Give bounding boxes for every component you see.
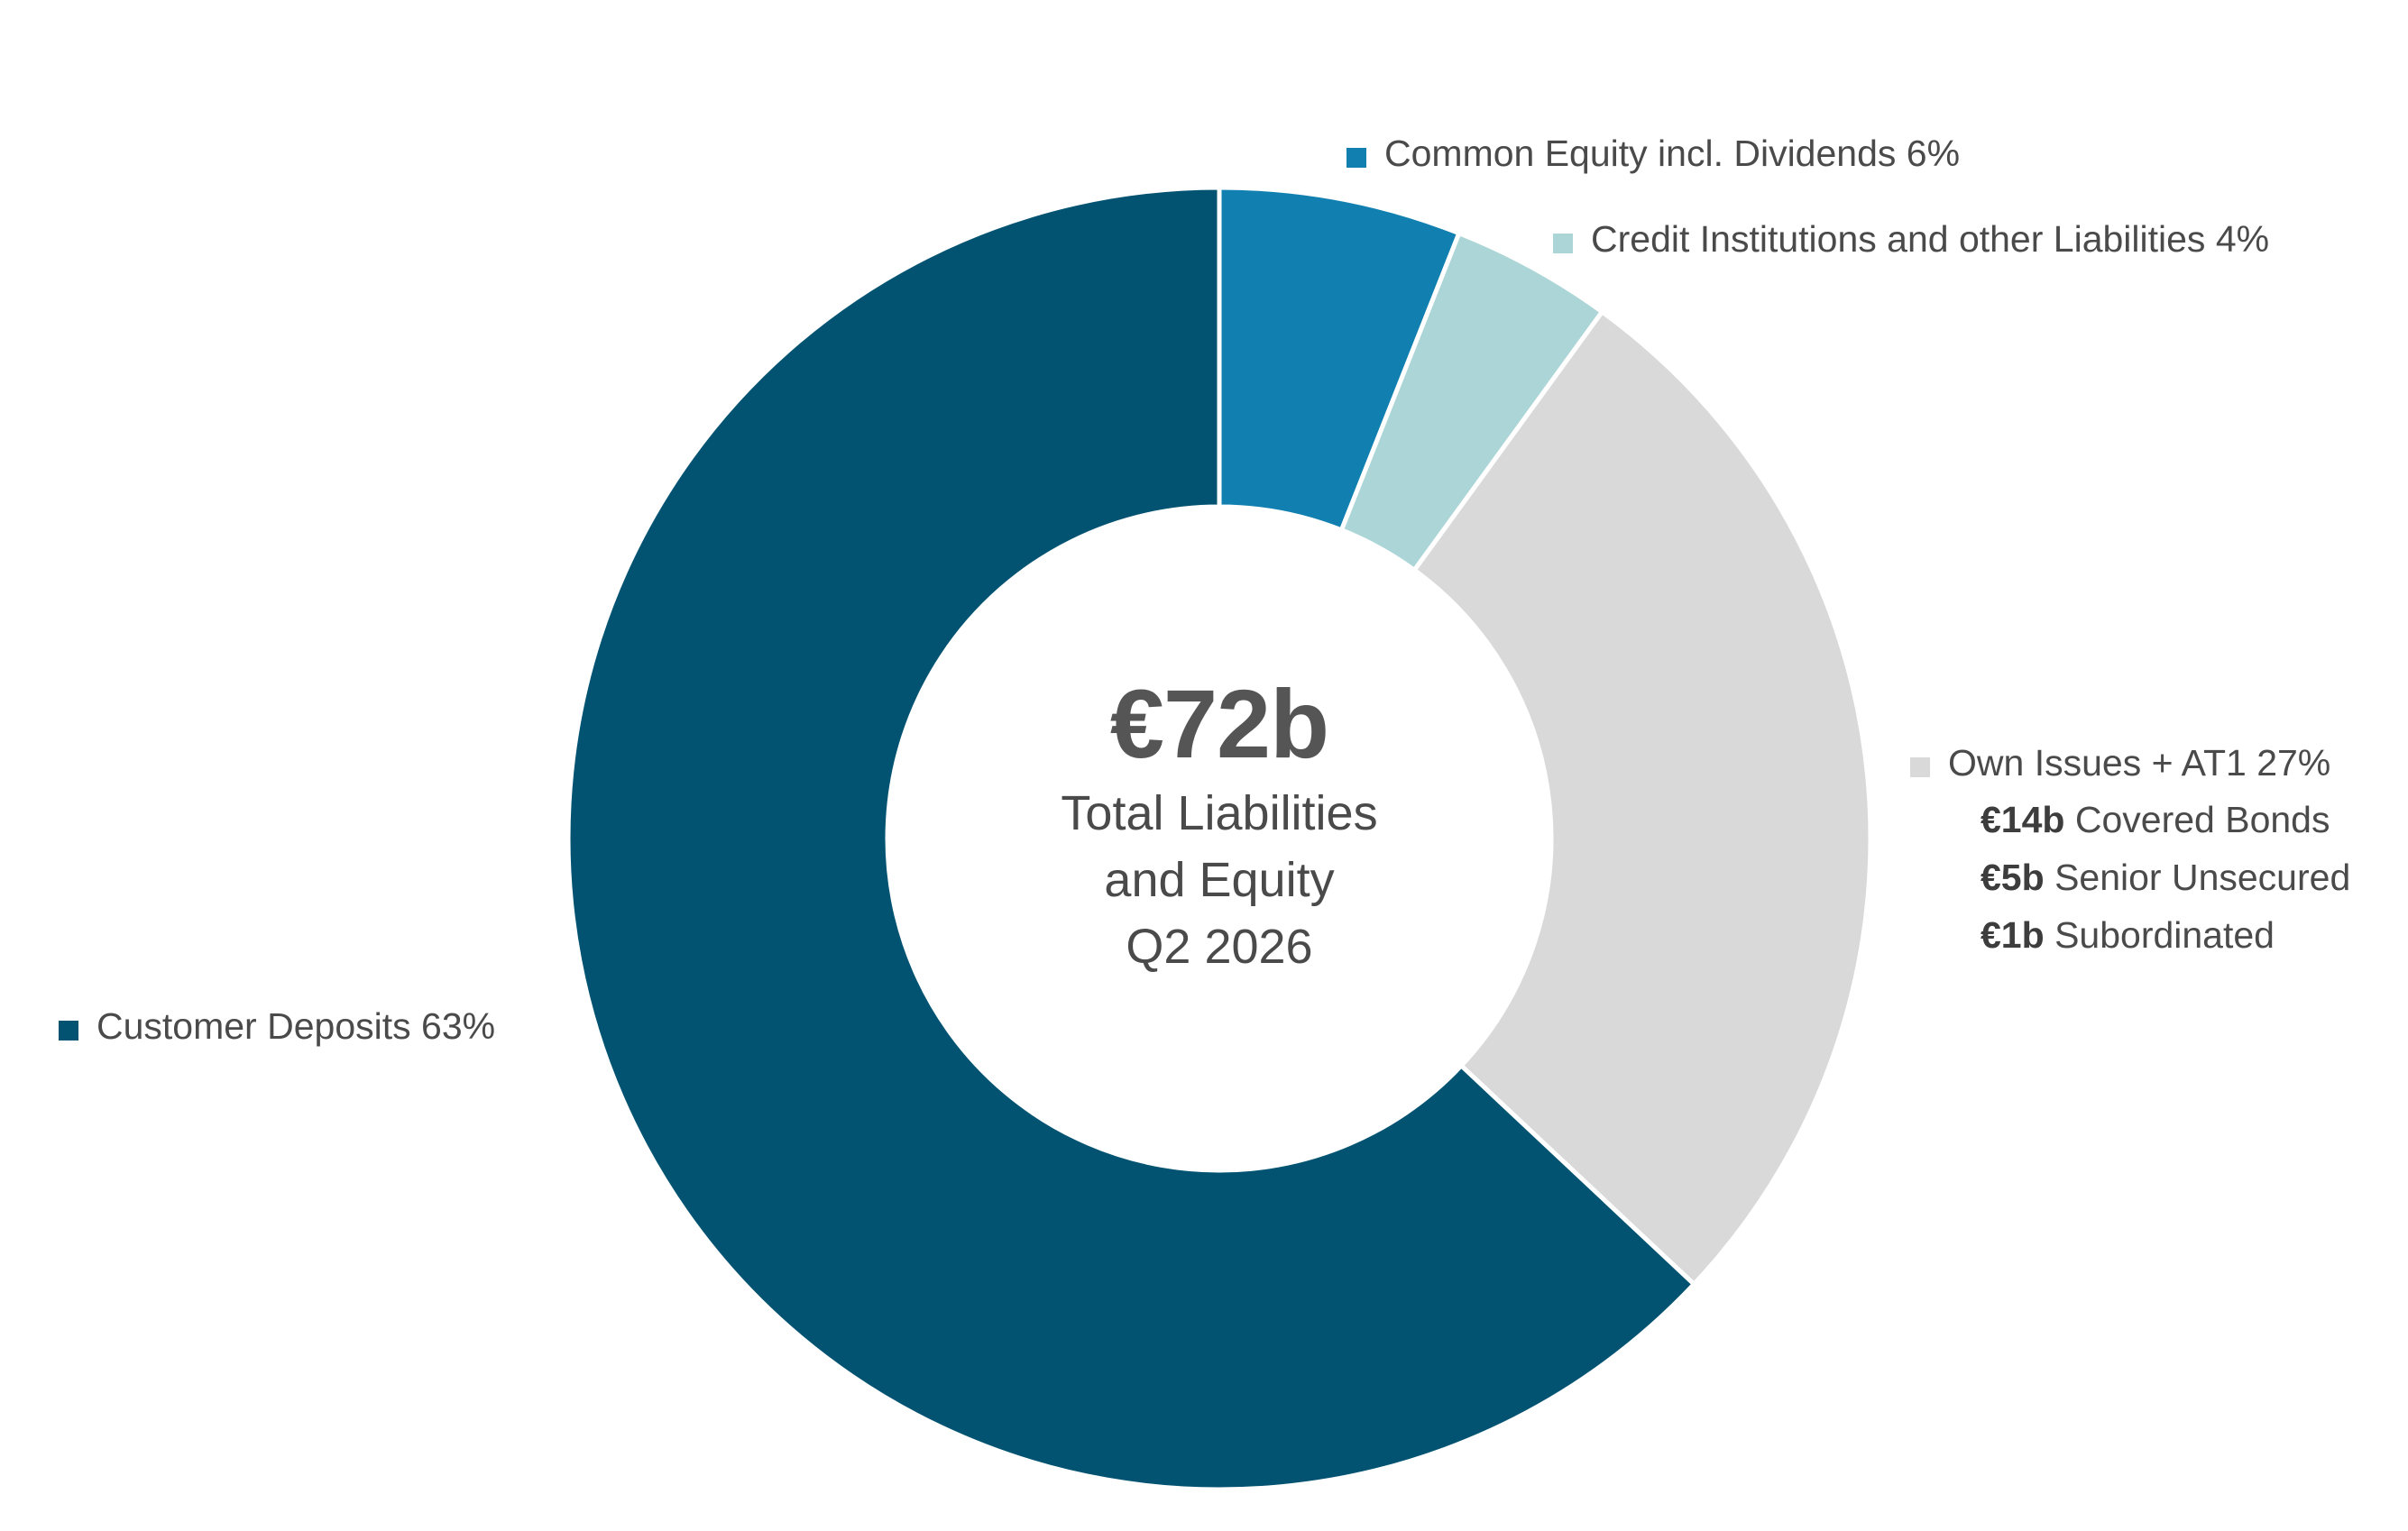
breakdown-amount-covered-bonds: €14b (1981, 799, 2065, 840)
breakdown-label-subordinated: Subordinated (2054, 914, 2275, 956)
slice-own-issues-at1 (1411, 309, 1873, 1287)
center-label: €72b Total Liabilities and Equity Q2 202… (940, 667, 1499, 980)
center-caption-line-1: Total Liabilities (1061, 786, 1378, 840)
breakdown-subordinated: €1b Subordinated (1981, 914, 2275, 957)
legend-swatch-own-issues (1910, 757, 1930, 777)
legend-swatch-common-equity (1346, 148, 1366, 168)
legend-label-customer-deposits: Customer Deposits 63% (97, 1005, 496, 1047)
legend-credit-institutions: Credit Institutions and other Liabilitie… (1553, 221, 2269, 258)
slice-customer-deposits (565, 185, 1696, 1492)
legend-label-credit-institutions: Credit Institutions and other Liabilitie… (1591, 218, 2270, 260)
legend-label-common-equity: Common Equity incl. Dividends 6% (1384, 133, 1961, 174)
legend-swatch-customer-deposits (59, 1021, 78, 1041)
breakdown-amount-senior-unsecured: €5b (1981, 857, 2045, 898)
breakdown-covered-bonds: €14b Covered Bonds (1981, 799, 2330, 841)
legend-common-equity: Common Equity incl. Dividends 6% (1346, 135, 1960, 172)
breakdown-amount-subordinated: €1b (1981, 914, 2045, 956)
total-value: €72b (1109, 669, 1329, 778)
legend-own-issues: Own Issues + AT1 27% (1910, 745, 2330, 782)
legend-swatch-credit-institutions (1553, 234, 1573, 253)
breakdown-label-covered-bonds: Covered Bonds (2074, 799, 2330, 840)
breakdown-label-senior-unsecured: Senior Unsecured (2054, 857, 2351, 898)
legend-customer-deposits: Customer Deposits 63% (59, 1008, 495, 1045)
center-caption-line-2: and Equity (1104, 853, 1335, 907)
breakdown-senior-unsecured: €5b Senior Unsecured (1981, 857, 2350, 899)
legend-label-own-issues: Own Issues + AT1 27% (1948, 742, 2331, 784)
center-caption-line-3: Q2 2026 (1126, 920, 1313, 974)
